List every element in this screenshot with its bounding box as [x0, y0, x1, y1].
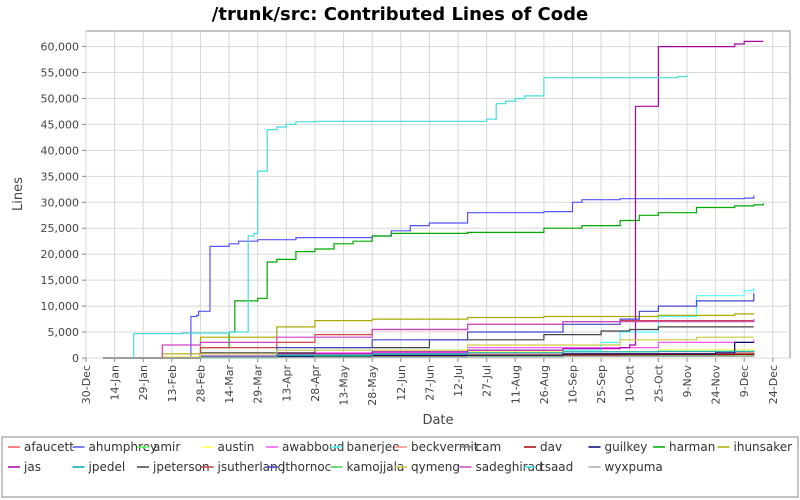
x-tick-label: 24-Nov [710, 365, 723, 405]
legend-label-jpeterson: jpeterson [152, 460, 210, 474]
series-line-wyxpuma [103, 355, 755, 359]
legend-label-jsutherland: jsutherland [217, 460, 286, 474]
y-tick-label: 5,000 [48, 326, 80, 339]
x-tick-label: 28-May [366, 365, 379, 406]
legend-label-amir: amir [153, 440, 180, 454]
x-tick-label: 28-Apr [309, 365, 322, 402]
x-tick-label: 27-Jun [423, 365, 436, 401]
legend-label-sadeghirad: sadeghirad [476, 460, 543, 474]
legend-label-afaucett: afaucett [24, 440, 74, 454]
legend-label-ihunsaker: ihunsaker [734, 440, 793, 454]
x-axis-label: Date [422, 413, 453, 428]
x-tick-label: 27-Jul [481, 365, 494, 397]
legend-label-banerjee: banerjee [347, 440, 400, 454]
legend-label-austin: austin [218, 440, 255, 454]
legend-label-tsaad: tsaad [540, 460, 573, 474]
x-tick-label: 12-Jun [395, 365, 408, 401]
x-tick-label: 13-Apr [280, 365, 293, 402]
legend-label-beckvermit: beckvermit [411, 440, 479, 454]
x-tick-label: 12-Jul [452, 365, 465, 397]
x-tick-label: 26-Aug [538, 365, 551, 404]
legend-label-qymeng: qymeng [411, 460, 460, 474]
chart-title: /trunk/src: Contributed Lines of Code [212, 4, 588, 25]
x-tick-label: 24-Dec [767, 365, 780, 404]
series-line-harman [103, 203, 764, 359]
legend-label-dav: dav [540, 440, 562, 454]
legend-label-ahumphrey: ahumphrey [89, 440, 158, 454]
y-axis: 0 5,000 10,000 15,000 20,000 25,000 30,000 35,0… [41, 41, 86, 365]
legend-label-jpedel: jpedel [88, 460, 126, 474]
y-tick-label: 20,000 [41, 248, 80, 261]
x-tick-label: 10-Sep [567, 365, 580, 404]
x-tick-label: 28-Feb [194, 365, 207, 402]
x-tick-label: 11-Aug [509, 365, 522, 404]
x-tick-label: 29-Mar [252, 365, 265, 404]
plot-area [85, 30, 791, 359]
legend-label-jthornoc: jthornoc [281, 460, 331, 474]
legend-label-jas: jas [23, 460, 41, 474]
y-tick-label: 25,000 [41, 222, 80, 235]
legend-label-cam: cam [476, 440, 502, 454]
series-line-qymeng [103, 336, 754, 359]
x-tick-label: 10-Oct [624, 364, 637, 402]
grid [85, 31, 790, 359]
x-tick-label: 25-Sep [595, 365, 608, 404]
series-line-ahumphrey [103, 195, 755, 359]
y-tick-label: 15,000 [41, 274, 80, 287]
series-line-sadeghirad [103, 319, 755, 359]
x-tick-label: 14-Mar [223, 365, 236, 404]
x-tick-label: 25-Oct [652, 364, 665, 402]
y-tick-label: 60,000 [41, 41, 80, 54]
y-tick-label: 40,000 [41, 144, 80, 157]
legend-label-wyxpuma: wyxpuma [605, 460, 663, 474]
x-tick-label: 14-Jan [109, 365, 122, 401]
series-line-tsaad [103, 75, 688, 359]
x-tick-label: 13-May [338, 365, 351, 406]
x-tick-label: 29-Jan [137, 365, 150, 401]
y-tick-label: 10,000 [41, 300, 80, 313]
series-lines [103, 40, 764, 359]
y-axis-label: Lines [11, 177, 26, 211]
y-tick-label: 45,000 [41, 118, 80, 131]
legend-label-awabboud: awabboud [282, 440, 344, 454]
y-tick-label: 30,000 [41, 196, 80, 209]
legend-label-harman: harman [669, 440, 715, 454]
x-tick-label: 9-Nov [681, 365, 694, 398]
y-tick-label: 0 [72, 352, 79, 365]
y-tick-label: 35,000 [41, 170, 80, 183]
y-tick-label: 55,000 [41, 67, 80, 80]
x-axis: 30-Dec 14-Jan 29-Jan 13-Feb 28-Feb 14-Mar 29-M… [80, 358, 780, 406]
x-tick-label: 30-Dec [80, 365, 93, 404]
legend-label-kamojjala: kamojjala [347, 460, 405, 474]
x-tick-label: 13-Feb [166, 365, 179, 402]
series-line-jpeterson [103, 326, 754, 359]
y-tick-label: 50,000 [41, 92, 80, 105]
legend-label-guilkey: guilkey [605, 440, 648, 454]
x-tick-label: 9-Dec [738, 365, 751, 397]
